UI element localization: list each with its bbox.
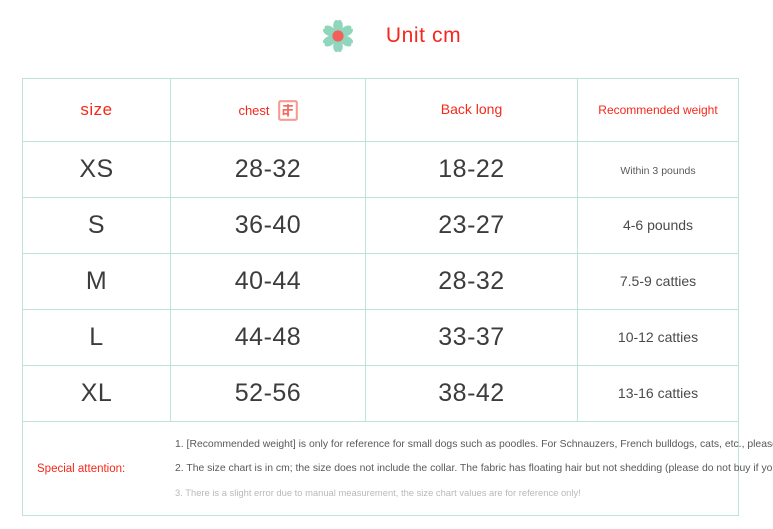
note-item: 1. [Recommended weight] is only for refe… xyxy=(175,438,773,450)
cell-recommended-weight: 7.5-9 catties xyxy=(577,253,739,310)
special-attention-cell: Special attention: 1. [Recommended weigh… xyxy=(22,421,773,516)
value-back-long: 28-32 xyxy=(438,267,505,295)
value-recommended-weight: Within 3 pounds xyxy=(620,164,696,177)
value-back-long: 23-27 xyxy=(438,211,505,239)
value-size: XS xyxy=(79,155,114,183)
header-label-chest: chest xyxy=(238,102,270,118)
cell-size: XL xyxy=(22,365,171,422)
value-size: L xyxy=(89,323,104,351)
cell-back-long: 33-37 xyxy=(365,309,578,366)
value-chest: 52-56 xyxy=(234,379,302,407)
cell-size: XS xyxy=(22,141,171,198)
cell-back-long: 28-32 xyxy=(365,253,578,310)
special-attention-notes: 1. [Recommended weight] is only for refe… xyxy=(171,439,773,498)
table-row: XS 28-32 18-22 Within 3 pounds xyxy=(22,141,739,198)
note-item: 2. The size chart is in cm; the size doe… xyxy=(175,463,773,475)
header-label-back-long: Back long xyxy=(440,101,503,117)
cell-back-long: 18-22 xyxy=(365,141,578,198)
value-chest: 44-48 xyxy=(234,323,302,351)
header-label-chest-group: chest xyxy=(238,99,298,121)
value-recommended-weight: 4-6 pounds xyxy=(622,216,694,233)
value-size: S xyxy=(87,211,106,239)
cell-recommended-weight: Within 3 pounds xyxy=(577,141,739,198)
cell-back-long: 38-42 xyxy=(365,365,578,422)
title-bar: Unit cm xyxy=(0,0,773,72)
value-size: M xyxy=(85,267,108,295)
value-back-long: 33-37 xyxy=(438,323,505,351)
cell-size: M xyxy=(22,253,171,310)
header-cell-size: size xyxy=(22,78,171,142)
note-item: 3. There is a slight error due to manual… xyxy=(175,486,581,498)
size-chart-table: size chest xyxy=(22,78,773,516)
cell-size: L xyxy=(22,309,171,366)
value-back-long: 18-22 xyxy=(438,155,505,183)
value-back-long: 38-42 xyxy=(438,379,505,407)
value-recommended-weight: 13-16 catties xyxy=(617,384,699,401)
value-chest: 40-44 xyxy=(234,267,302,295)
chest-measure-icon xyxy=(277,99,298,121)
unit-label: Unit cm xyxy=(385,24,462,47)
value-chest: 36-40 xyxy=(234,211,302,239)
cell-chest: 52-56 xyxy=(170,365,366,422)
special-attention-label: Special attention: xyxy=(37,462,126,475)
flower-icon xyxy=(312,13,364,59)
header-cell-chest: chest xyxy=(170,78,366,142)
cell-size: S xyxy=(22,197,171,254)
table-row: XL 52-56 38-42 13-16 catties xyxy=(22,365,739,422)
cell-recommended-weight: 13-16 catties xyxy=(577,365,739,422)
header-label-size: size xyxy=(80,100,113,119)
value-recommended-weight: 10-12 catties xyxy=(617,328,699,345)
value-chest: 28-32 xyxy=(234,155,302,183)
cell-chest: 28-32 xyxy=(170,141,366,198)
size-chart-body: size chest xyxy=(22,78,773,516)
value-size: XL xyxy=(80,379,113,407)
cell-chest: 44-48 xyxy=(170,309,366,366)
cell-chest: 36-40 xyxy=(170,197,366,254)
table-row: M 40-44 28-32 7.5-9 catties xyxy=(22,253,739,310)
cell-chest: 40-44 xyxy=(170,253,366,310)
header-cell-recommended-weight: Recommended weight xyxy=(577,78,739,142)
value-recommended-weight: 7.5-9 catties xyxy=(619,272,697,289)
special-attention-row: Special attention: 1. [Recommended weigh… xyxy=(22,421,773,516)
header-label-recommended-weight: Recommended weight xyxy=(598,103,718,117)
header-cell-back-long: Back long xyxy=(365,78,578,142)
table-header-row: size chest xyxy=(22,78,739,142)
cell-recommended-weight: 10-12 catties xyxy=(577,309,739,366)
table-row: S 36-40 23-27 4-6 pounds xyxy=(22,197,739,254)
cell-back-long: 23-27 xyxy=(365,197,578,254)
table-row: L 44-48 33-37 10-12 catties xyxy=(22,309,739,366)
cell-recommended-weight: 4-6 pounds xyxy=(577,197,739,254)
